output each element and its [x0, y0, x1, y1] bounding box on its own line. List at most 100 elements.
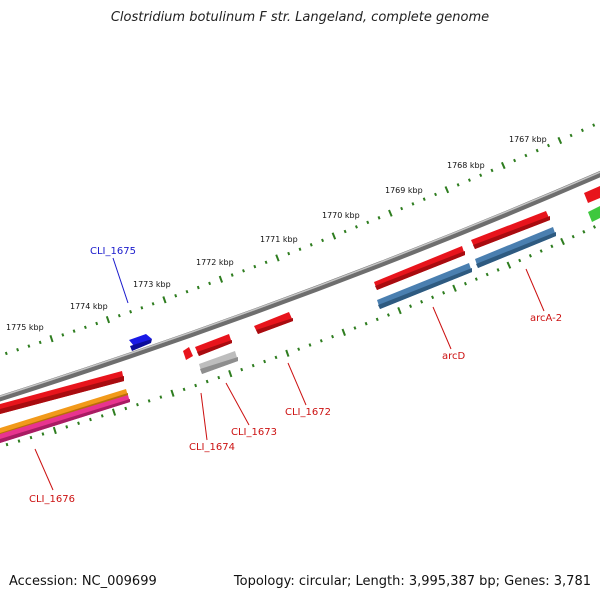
inner-tick-mark [539, 249, 543, 253]
inner-tick-mark [463, 281, 467, 286]
outer-tick-mark [208, 281, 212, 286]
outer-tick-mark [16, 347, 20, 352]
inner-tick-mark [240, 367, 244, 372]
outer-tick-mark [434, 192, 438, 197]
label-arcA2[interactable]: arcA-2 [530, 313, 562, 324]
inner-tick-mark [159, 395, 163, 399]
feature-arcD-red[interactable] [374, 246, 465, 290]
inner-tick-mark [170, 389, 175, 397]
outer-tick-mark [580, 128, 584, 133]
outer-tick-mark [151, 302, 155, 306]
outer-tick-mark [174, 293, 178, 298]
inner-tick-mark [217, 375, 221, 380]
outer-tick-mark [140, 306, 144, 310]
inner-tick-mark [341, 328, 346, 336]
tick-label-1768: 1768 kbp [447, 161, 485, 170]
label-cli1673[interactable]: CLI_1673 [231, 427, 277, 438]
outer-tick-mark [4, 351, 8, 356]
outer-tick-mark [287, 251, 291, 256]
outer-tick-mark [557, 136, 563, 145]
tick-label-1774: 1774 kbp [70, 302, 108, 311]
inner-tick-ring [5, 225, 597, 447]
outer-tick-mark [83, 325, 87, 330]
feature-edge-red[interactable] [584, 186, 600, 203]
inner-tick-mark [124, 406, 128, 411]
inner-tick-mark [571, 234, 575, 239]
inner-tick-mark [52, 426, 57, 435]
feature-cli1674[interactable] [183, 347, 193, 360]
inner-tick-mark [353, 326, 357, 330]
outer-tick-mark [479, 173, 483, 178]
label-cli1674[interactable]: CLI_1674 [189, 442, 235, 453]
feature-cli1676-red[interactable] [0, 371, 124, 414]
outer-tick-mark [546, 143, 551, 148]
inner-tick-mark [528, 254, 532, 258]
outer-tick-ring [4, 123, 596, 356]
outer-tick-mark [38, 340, 42, 345]
inner-tick-mark [518, 258, 522, 263]
feature-arcD-steelblue[interactable] [377, 263, 472, 309]
outer-tick-mark [49, 334, 54, 343]
tick-label-1769: 1769 kbp [385, 186, 423, 195]
inner-tick-mark [263, 359, 267, 364]
inner-tick-mark [194, 383, 198, 388]
tick-label-1771: 1771 kbp [260, 235, 298, 244]
feature-magenta-track[interactable] [0, 395, 130, 443]
outer-tick-mark [524, 153, 528, 158]
inner-tick-mark [147, 399, 151, 403]
inner-tick-mark [17, 439, 21, 443]
outer-tick-mark [253, 264, 257, 269]
inner-tick-mark [582, 229, 586, 234]
inner-tick-mark [100, 414, 104, 418]
feature-cli1675[interactable] [129, 334, 152, 351]
outer-tick-mark [467, 178, 471, 182]
inner-tick-mark [397, 307, 402, 315]
inner-tick-mark [29, 435, 33, 440]
inner-tick-mark [506, 261, 512, 269]
label-arcD[interactable]: arcD [442, 351, 466, 362]
tick-label-1775: 1775 kbp [6, 323, 44, 332]
outer-tick-mark [343, 229, 347, 234]
inner-tick-mark [375, 317, 379, 322]
outer-tick-mark [298, 247, 302, 251]
leader-lines [34, 257, 545, 491]
feature-cli1673-red[interactable] [195, 334, 232, 356]
outer-tick-mark [129, 309, 133, 314]
inner-tick-mark [136, 402, 139, 407]
feature-edge-green[interactable] [588, 206, 600, 222]
feature-arcA2-steelblue[interactable] [475, 227, 556, 268]
outer-tick-mark [444, 186, 450, 194]
feature-cli1673-grey[interactable] [199, 351, 238, 374]
genome-title: Clostridium botulinum F str. Langeland, … [110, 10, 490, 25]
outer-tick-mark [366, 220, 370, 225]
outer-tick-mark [388, 209, 393, 217]
genome-stats-text: Topology: circular; Length: 3,995,387 bp… [233, 574, 591, 589]
outer-tick-mark [185, 289, 189, 294]
inner-tick-mark [431, 295, 435, 300]
tick-label-1773: 1773 kbp [133, 280, 171, 289]
outer-tick-mark [331, 232, 337, 240]
outer-tick-mark [377, 216, 381, 220]
label-cli1672[interactable]: CLI_1672 [285, 407, 331, 418]
inner-tick-mark [5, 442, 9, 447]
outer-tick-mark [72, 329, 76, 333]
outer-tick-mark [162, 296, 167, 304]
outer-tick-mark [500, 161, 506, 170]
inner-tick-mark [308, 343, 312, 347]
outer-tick-mark [230, 273, 234, 277]
feature-arcA2-red[interactable] [471, 211, 550, 249]
label-cli1675[interactable]: CLI_1675 [90, 246, 136, 257]
feature-cli1672[interactable] [254, 312, 293, 334]
inner-tick-mark [420, 300, 424, 304]
inner-tick-mark [89, 417, 92, 422]
genome-backbone-highlight [0, 171, 600, 398]
inner-tick-mark [452, 284, 457, 292]
outer-tick-mark [411, 202, 415, 206]
label-cli1676[interactable]: CLI_1676 [29, 494, 75, 505]
outer-tick-mark [309, 243, 313, 247]
outer-tick-mark [321, 238, 325, 243]
outer-tick-mark [490, 168, 494, 173]
accession-text: Accession: NC_009699 [9, 574, 157, 589]
